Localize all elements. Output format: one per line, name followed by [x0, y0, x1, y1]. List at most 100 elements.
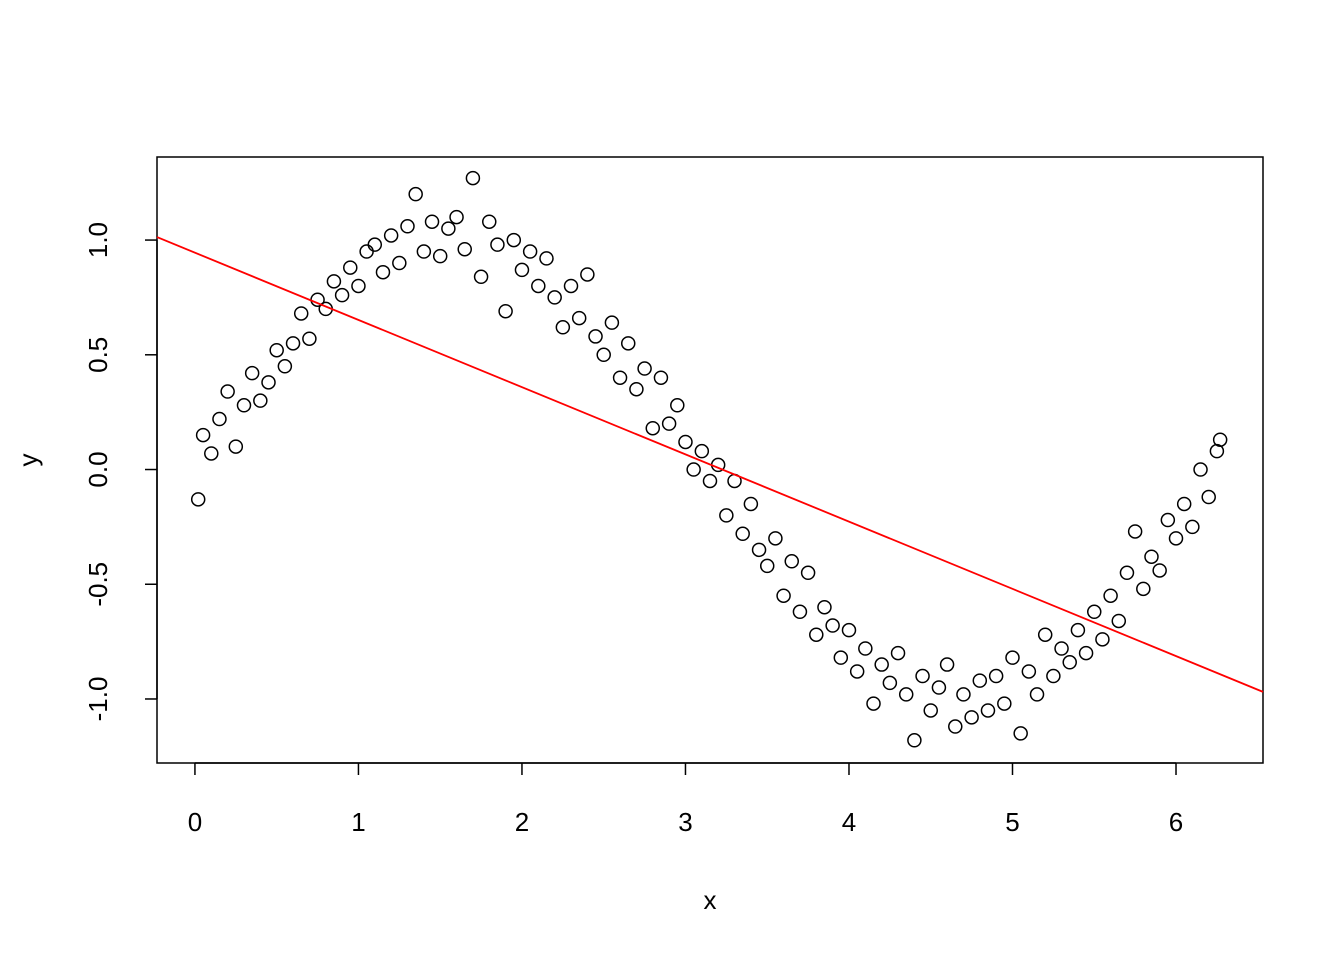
point: [988, 668, 1004, 684]
point: [1144, 549, 1159, 564]
point: [784, 554, 800, 569]
point: [907, 733, 922, 748]
y-tick-label: 1.0: [83, 222, 113, 258]
point: [686, 462, 701, 477]
x-tick-label: 3: [678, 807, 692, 837]
point: [939, 657, 955, 672]
point: [1046, 668, 1061, 684]
point: [253, 393, 268, 408]
x-axis-label: x: [704, 885, 717, 915]
point: [1037, 627, 1053, 642]
y-tick-label: 0.0: [83, 451, 113, 487]
point: [1185, 519, 1200, 535]
point: [1136, 581, 1151, 597]
fit-line: [156, 236, 1264, 693]
point: [375, 264, 391, 280]
point: [1127, 524, 1143, 539]
point: [956, 687, 971, 702]
x-tick-label: 0: [188, 807, 202, 837]
point: [817, 599, 832, 615]
point: [1070, 622, 1086, 638]
point: [874, 657, 889, 672]
point: [1193, 462, 1208, 477]
point: [964, 710, 979, 725]
point: [825, 618, 840, 633]
point: [522, 244, 538, 259]
point: [1160, 512, 1176, 528]
point: [670, 398, 685, 413]
point: [432, 248, 448, 264]
x-tick-label: 4: [842, 807, 856, 837]
point: [195, 427, 211, 443]
point: [204, 446, 219, 461]
point: [1078, 645, 1094, 661]
point: [449, 209, 464, 225]
point: [645, 420, 661, 436]
point: [809, 627, 824, 642]
point: [228, 439, 244, 454]
point: [285, 336, 301, 351]
point: [424, 214, 440, 229]
point: [580, 267, 595, 282]
point: [588, 329, 603, 344]
point: [1103, 588, 1118, 603]
point: [326, 274, 342, 289]
point: [351, 278, 366, 294]
point: [980, 703, 996, 718]
points: [190, 170, 1228, 748]
point: [1111, 613, 1127, 629]
x-tick-label: 6: [1169, 807, 1183, 837]
point: [555, 320, 571, 335]
point: [416, 244, 432, 259]
point: [678, 434, 693, 450]
point: [751, 542, 767, 558]
point: [1029, 687, 1045, 702]
point: [212, 411, 227, 427]
point: [1054, 641, 1069, 656]
point: [1212, 432, 1228, 447]
point: [1152, 563, 1167, 578]
point: [539, 251, 554, 266]
point: [629, 381, 644, 397]
point: [400, 219, 415, 234]
point: [866, 696, 881, 711]
point: [596, 347, 611, 363]
point: [1013, 726, 1028, 741]
point: [473, 269, 489, 285]
point: [359, 244, 374, 259]
point: [343, 260, 358, 275]
point: [293, 306, 309, 321]
point: [367, 237, 383, 252]
y-tick-label: -0.5: [83, 562, 113, 607]
point: [1201, 489, 1216, 505]
x-tick-label: 2: [515, 807, 529, 837]
point: [1119, 565, 1135, 581]
point: [531, 278, 546, 294]
point: [1176, 496, 1192, 512]
point: [719, 508, 734, 523]
point: [1087, 604, 1102, 620]
point: [915, 668, 930, 684]
point: [408, 186, 423, 202]
point: [1168, 531, 1184, 546]
point: [948, 719, 963, 734]
point: [661, 416, 677, 431]
x-tick-label: 1: [351, 807, 365, 837]
y-tick-label: 0.5: [83, 337, 113, 373]
point: [269, 342, 284, 358]
point: [923, 703, 938, 718]
point: [302, 331, 317, 346]
y-tick-label: -1.0: [83, 677, 113, 722]
point: [997, 696, 1012, 711]
point: [547, 290, 562, 305]
point: [637, 361, 652, 376]
point: [1005, 650, 1020, 665]
point: [653, 370, 669, 385]
point: [743, 496, 759, 512]
point: [563, 278, 579, 294]
point: [792, 604, 808, 620]
point: [334, 287, 350, 303]
point: [768, 531, 783, 546]
point: [882, 675, 898, 691]
